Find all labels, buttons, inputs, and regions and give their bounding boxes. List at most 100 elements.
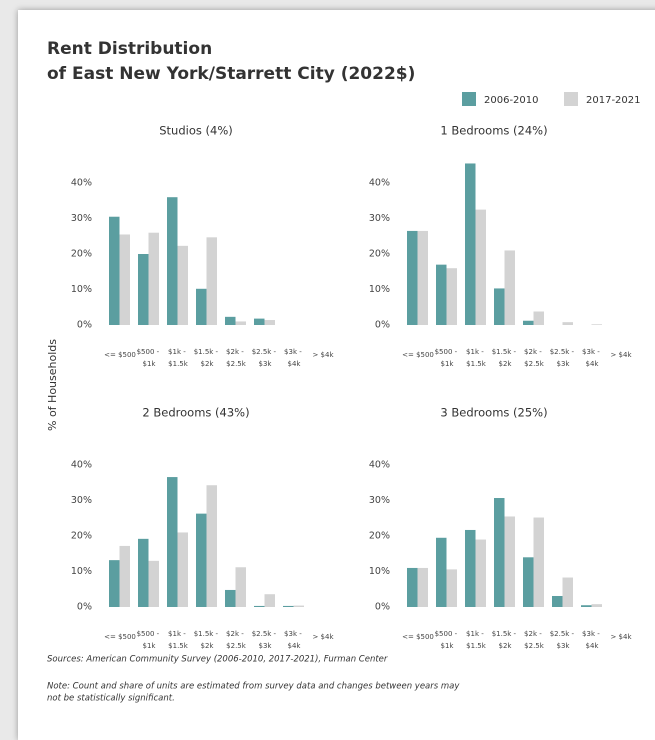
x-tick-label: <= $500 — [104, 351, 136, 359]
bar — [436, 264, 447, 325]
y-tick-label: 0% — [77, 602, 92, 613]
bar — [407, 567, 418, 607]
bar — [167, 477, 178, 607]
x-tick-label: $1k - $1.5k — [466, 348, 487, 368]
note: not be statistically significant. — [47, 694, 175, 704]
legend-label: 2006-2010 — [484, 95, 539, 106]
y-tick-label: 10% — [71, 566, 92, 577]
note: Note: Count and share of units are estim… — [47, 682, 460, 692]
y-tick-label: 40% — [71, 178, 92, 189]
bar — [138, 254, 149, 325]
bar — [494, 288, 505, 325]
bar — [523, 557, 534, 607]
bar — [552, 595, 563, 607]
x-tick-label: $2.5k - $3k — [550, 630, 577, 650]
bar — [177, 532, 188, 607]
bar — [465, 529, 476, 607]
x-tick-label: $1.5k - $2k — [492, 348, 519, 368]
bar — [196, 288, 207, 325]
y-tick-label: 30% — [71, 213, 92, 224]
bar — [264, 594, 275, 607]
y-tick-label: 40% — [369, 460, 390, 471]
bar — [119, 234, 130, 325]
subplot-title: 1 Bedrooms (24%) — [440, 124, 547, 138]
legend-swatch — [462, 92, 476, 106]
bar — [206, 485, 217, 607]
x-tick-label: > $4k — [610, 351, 632, 359]
bar — [446, 268, 457, 325]
bar — [591, 604, 602, 607]
bar — [119, 545, 130, 607]
bar — [581, 605, 592, 607]
x-tick-label: <= $500 — [402, 351, 434, 359]
x-tick-label: $1.5k - $2k — [492, 630, 519, 650]
x-tick-label: > $4k — [610, 633, 632, 641]
bar — [591, 324, 602, 325]
legend-label: 2017-2021 — [586, 95, 641, 106]
bar — [235, 321, 246, 325]
x-tick-label: > $4k — [312, 633, 334, 641]
bar — [138, 538, 149, 607]
x-tick-label: $3k - $4k — [582, 348, 602, 368]
bar — [167, 197, 178, 325]
x-tick-label: $3k - $4k — [284, 630, 304, 650]
bar — [177, 245, 188, 325]
bar — [109, 560, 120, 607]
bar — [533, 311, 544, 325]
x-tick-label: $2k - $2.5k — [226, 630, 247, 650]
y-tick-label: 0% — [77, 320, 92, 331]
bar — [465, 163, 476, 325]
legend-swatch — [564, 92, 578, 106]
sources: Sources: American Community Survey (2006… — [47, 655, 388, 665]
bar — [148, 560, 159, 607]
x-tick-label: $1k - $1.5k — [168, 348, 189, 368]
x-tick-label: $1k - $1.5k — [168, 630, 189, 650]
bar — [504, 516, 515, 607]
subplot-title: 3 Bedrooms (25%) — [440, 406, 547, 420]
bar — [436, 537, 447, 607]
bar — [523, 320, 534, 325]
y-tick-label: 20% — [369, 249, 390, 260]
bar — [206, 237, 217, 325]
y-tick-label: 0% — [375, 602, 390, 613]
bar — [417, 567, 428, 607]
subplot-title: 2 Bedrooms (43%) — [142, 406, 249, 420]
x-tick-label: $500 - $1k — [435, 630, 460, 650]
x-tick-label: $2k - $2.5k — [524, 348, 545, 368]
x-tick-label: > $4k — [312, 351, 334, 359]
x-tick-label: $2.5k - $3k — [550, 348, 577, 368]
y-tick-label: 30% — [369, 213, 390, 224]
subplot-title: Studios (4%) — [159, 124, 233, 138]
y-tick-label: 30% — [369, 495, 390, 506]
bar — [293, 605, 304, 607]
bar — [254, 605, 265, 607]
bar — [407, 230, 418, 325]
bar — [562, 577, 573, 607]
y-tick-label: 10% — [369, 566, 390, 577]
x-tick-label: $2.5k - $3k — [252, 348, 279, 368]
x-tick-label: $500 - $1k — [137, 630, 162, 650]
bar — [475, 209, 486, 325]
y-tick-label: 10% — [71, 284, 92, 295]
bar — [562, 322, 573, 325]
x-tick-label: <= $500 — [402, 633, 434, 641]
bar — [283, 605, 294, 607]
y-tick-label: 20% — [369, 531, 390, 542]
bar — [225, 316, 236, 325]
bar — [225, 589, 236, 607]
y-tick-label: 30% — [71, 495, 92, 506]
y-tick-label: 10% — [369, 284, 390, 295]
y-tick-label: 20% — [71, 531, 92, 542]
bar — [235, 567, 246, 607]
bar — [494, 498, 505, 607]
x-tick-label: $3k - $4k — [284, 348, 304, 368]
title-line: of East New York/Starrett City (2022$) — [47, 64, 415, 84]
bar — [475, 539, 486, 607]
title-line: Rent Distribution — [47, 39, 212, 59]
y-tick-label: 20% — [71, 249, 92, 260]
bar — [504, 250, 515, 325]
x-tick-label: $2k - $2.5k — [226, 348, 247, 368]
x-tick-label: $2k - $2.5k — [524, 630, 545, 650]
